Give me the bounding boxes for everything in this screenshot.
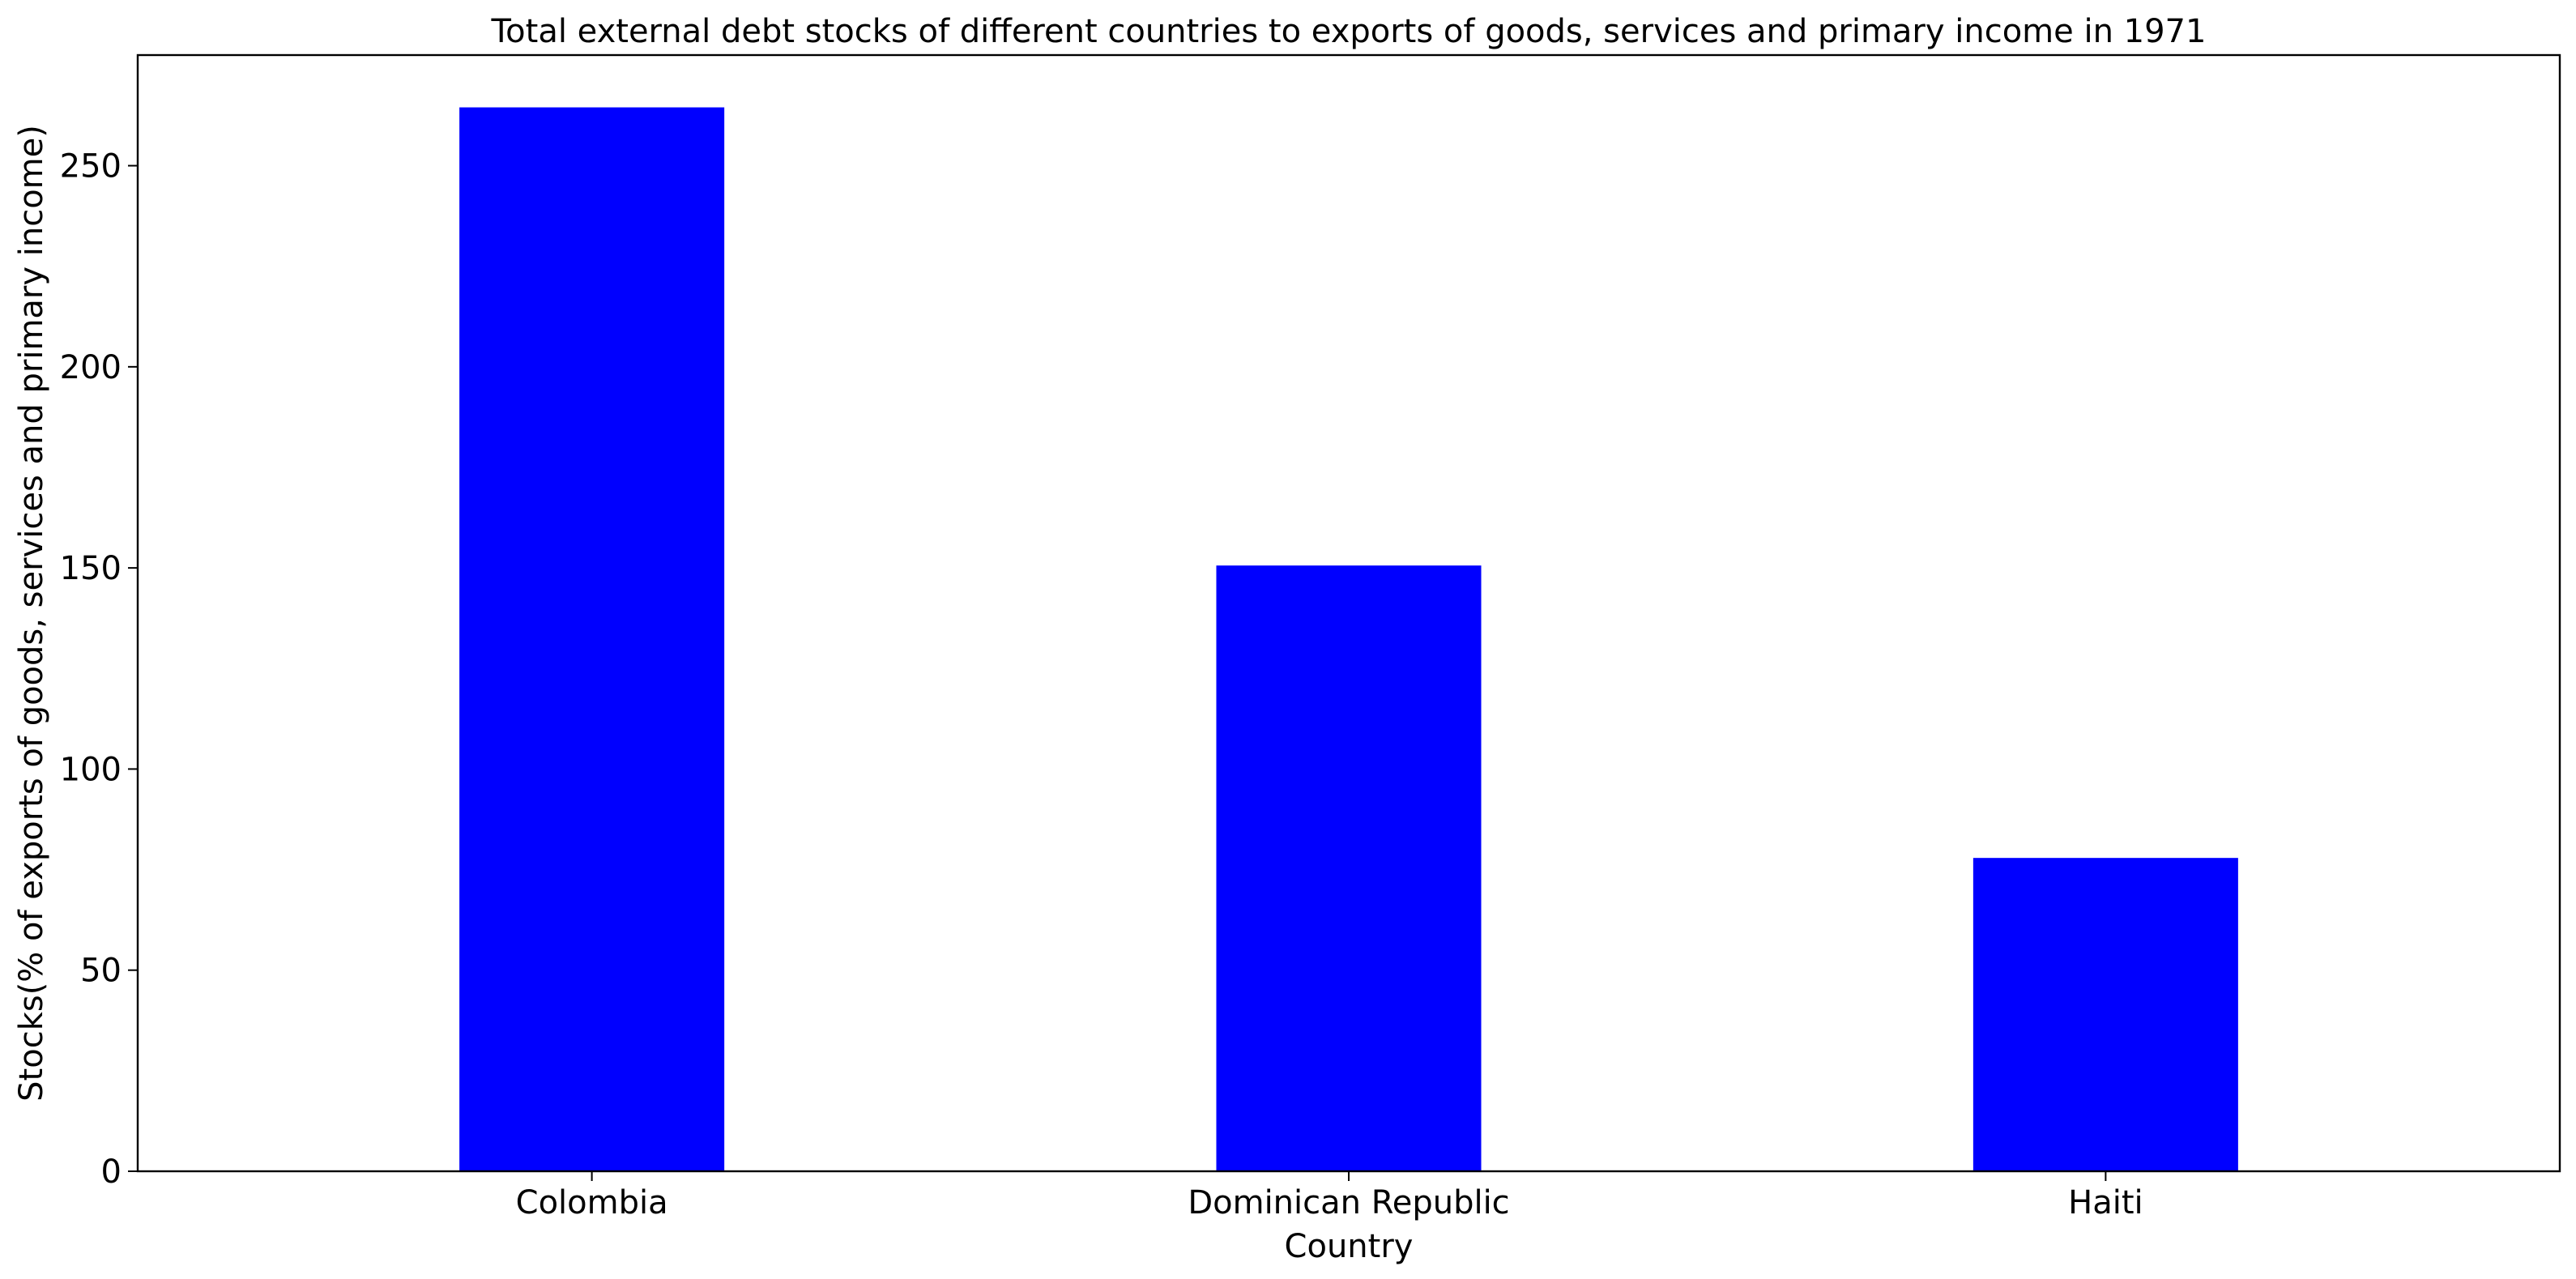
- y-tick-label: 200: [60, 349, 122, 386]
- y-axis-label: Stocks(% of exports of goods, services a…: [13, 125, 50, 1102]
- y-tick-label: 250: [60, 148, 122, 185]
- bar-colombia: [459, 107, 725, 1172]
- x-axis: Colombia Dominican Republic Haiti: [516, 1171, 2143, 1221]
- y-tick-label: 150: [60, 550, 122, 587]
- chart-title: Total external debt stocks of different …: [491, 13, 2207, 50]
- x-tick-label: Haiti: [2068, 1184, 2143, 1221]
- y-tick-label: 0: [101, 1153, 122, 1191]
- bar-dominican-republic: [1216, 565, 1482, 1171]
- y-axis: 0 50 100 150 200 250: [60, 148, 138, 1191]
- plot-area: [459, 107, 2238, 1172]
- x-axis-label: Country: [1285, 1228, 1414, 1265]
- y-tick-label: 50: [80, 953, 122, 990]
- bar-haiti: [1973, 858, 2238, 1171]
- x-tick-label: Dominican Republic: [1188, 1184, 1509, 1221]
- plot-frame: [136, 53, 2561, 1173]
- y-tick-label: 100: [60, 751, 122, 788]
- x-tick-label: Colombia: [516, 1184, 668, 1221]
